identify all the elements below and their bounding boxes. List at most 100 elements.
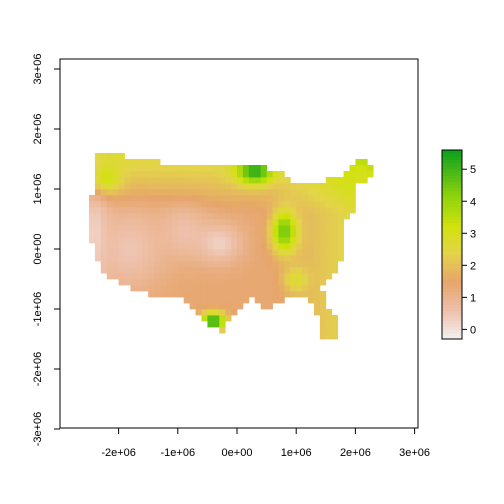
raster-cell <box>118 225 125 232</box>
raster-cell <box>124 273 131 280</box>
raster-cell <box>302 195 309 202</box>
raster-cell <box>201 219 208 226</box>
raster-cell <box>142 207 149 214</box>
raster-cell <box>260 267 267 274</box>
raster-cell <box>118 183 125 190</box>
raster-cell <box>177 231 185 238</box>
raster-cell <box>290 225 297 232</box>
raster-cell <box>260 273 267 280</box>
raster-cell <box>213 303 220 310</box>
raster-cell <box>266 207 273 214</box>
raster-cell <box>118 267 125 274</box>
raster-cell <box>242 219 250 226</box>
legend-color-step <box>442 329 462 334</box>
raster-cell <box>260 255 267 262</box>
raster-cell <box>112 225 119 232</box>
raster-cell <box>130 189 137 196</box>
raster-cell <box>237 285 244 292</box>
raster-cell <box>308 255 315 262</box>
raster-cell <box>325 207 333 214</box>
raster-cell <box>319 237 327 244</box>
raster-cell <box>171 213 179 220</box>
raster-cell <box>313 255 321 262</box>
legend-color-step <box>442 269 462 274</box>
raster-cell <box>160 171 167 178</box>
raster-cell <box>237 213 244 220</box>
raster-cell <box>106 237 114 244</box>
raster-cell <box>207 321 214 328</box>
raster-cell <box>278 249 285 256</box>
raster-cell <box>124 189 131 196</box>
raster-cell <box>325 237 333 244</box>
raster-cell <box>112 159 119 166</box>
raster-cell <box>142 201 149 208</box>
raster-cell <box>260 183 267 190</box>
raster-cell <box>242 195 250 202</box>
raster-cell <box>177 171 185 178</box>
raster-cell <box>319 267 327 274</box>
raster-cell <box>225 219 232 226</box>
raster-cell <box>148 171 155 178</box>
raster-cell <box>231 249 238 256</box>
raster-cell <box>367 165 374 172</box>
raster-cell <box>142 261 149 268</box>
raster-cell <box>278 231 285 238</box>
raster-cell <box>254 285 262 292</box>
legend-color-step <box>442 194 462 198</box>
raster-cell <box>272 225 279 232</box>
raster-cell <box>349 165 356 172</box>
raster-cell <box>177 261 185 268</box>
raster-cell <box>189 171 196 178</box>
raster-cell <box>124 243 131 250</box>
raster-cell <box>260 249 267 256</box>
raster-cell <box>260 285 267 292</box>
raster-cell <box>313 195 321 202</box>
raster-cell <box>355 159 362 166</box>
raster-cell <box>361 165 368 172</box>
raster-cell <box>260 207 267 214</box>
raster-cell <box>118 195 125 202</box>
raster-cell <box>118 231 125 238</box>
raster-cell <box>296 261 303 268</box>
raster-cell <box>272 291 279 298</box>
raster-cell <box>225 231 232 238</box>
raster-cell <box>106 225 114 232</box>
raster-cell <box>124 207 131 214</box>
raster-cell <box>201 279 208 286</box>
raster-cell <box>290 291 297 298</box>
raster-cell <box>237 243 244 250</box>
raster-cell <box>337 243 344 250</box>
raster-cell <box>349 189 356 196</box>
legend-color-step <box>442 310 462 315</box>
raster-cell <box>148 285 155 292</box>
raster-cell <box>219 285 226 292</box>
raster-cell <box>237 177 244 184</box>
raster-cell <box>284 285 291 292</box>
raster-cell <box>195 303 202 310</box>
raster-cell <box>231 183 238 190</box>
raster-cell <box>154 189 161 196</box>
raster-cell <box>237 273 244 280</box>
raster-cell <box>231 261 238 268</box>
raster-cell <box>308 285 315 292</box>
raster-cell <box>331 249 339 256</box>
raster-cell <box>106 213 114 220</box>
raster-cell <box>94 255 102 262</box>
raster-cell <box>100 201 108 208</box>
legend-color-step <box>442 335 462 340</box>
raster-cell <box>296 243 303 250</box>
raster-cell <box>349 207 356 214</box>
raster-cell <box>136 285 143 292</box>
raster-cell <box>189 243 196 250</box>
raster-cell <box>201 255 208 262</box>
raster-cell <box>142 237 149 244</box>
raster-cell <box>260 225 267 232</box>
legend-color-step <box>442 250 462 255</box>
legend-color-step <box>442 159 462 164</box>
raster-cell <box>254 261 262 268</box>
raster-cell <box>319 327 327 334</box>
raster-cell <box>308 273 315 280</box>
raster-cell <box>183 225 191 232</box>
raster-cell <box>302 261 309 268</box>
raster-cell <box>231 195 238 202</box>
